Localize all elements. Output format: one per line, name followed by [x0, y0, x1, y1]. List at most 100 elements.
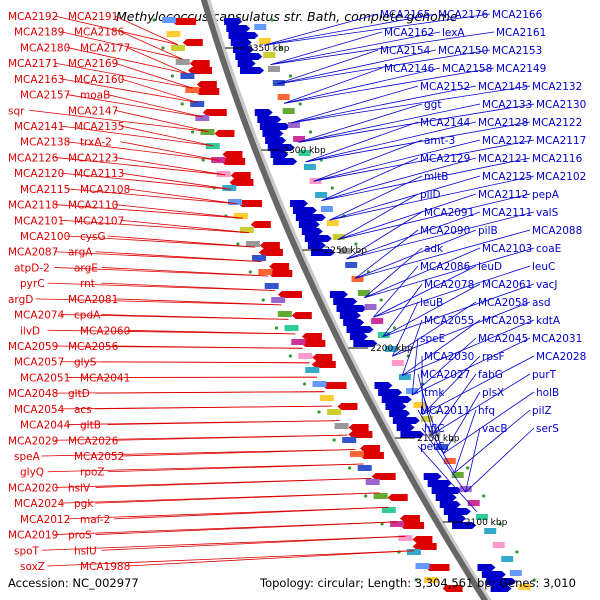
forward-gene-label[interactable]: MCA2041	[80, 372, 130, 384]
forward-gene-label[interactable]: spoT	[14, 545, 40, 557]
reverse-gene-label[interactable]: vacB	[482, 423, 508, 435]
reverse-gene-label[interactable]: MCA2086	[420, 261, 471, 273]
reverse-gene-label[interactable]: MCA2055	[424, 315, 474, 327]
forward-gene-label[interactable]: rnt	[80, 278, 95, 290]
forward-gene-label[interactable]: MCA2157	[20, 90, 70, 102]
forward-gene-label[interactable]: MCA2107	[74, 215, 124, 227]
reverse-gene-label[interactable]: MCA2053	[482, 315, 532, 327]
reverse-gene-label[interactable]: MCA2030	[424, 351, 474, 363]
forward-gene-label[interactable]: MCA2160	[74, 74, 124, 86]
reverse-gene-label[interactable]: MCA2090	[420, 225, 470, 237]
forward-gene-label[interactable]: MCA2147	[68, 105, 118, 117]
reverse-gene-label[interactable]: MCA2078	[424, 279, 474, 291]
reverse-gene-label[interactable]: MCA2145	[478, 81, 528, 93]
reverse-gene-label[interactable]: MCA2149	[496, 63, 546, 75]
reverse-gene-label[interactable]: leuD	[478, 261, 502, 273]
reverse-gene-label[interactable]: MCA2158	[442, 63, 492, 75]
forward-gene-label[interactable]: hslV	[68, 482, 91, 494]
forward-gene-label[interactable]: cysG	[80, 231, 106, 243]
forward-gene-label[interactable]: MCA2087	[8, 247, 58, 259]
reverse-gene-label[interactable]: fabG	[478, 369, 503, 381]
forward-gene-label[interactable]: MCA2186	[74, 27, 125, 39]
reverse-gene-label[interactable]: MCA2165	[380, 9, 430, 21]
reverse-gene-label[interactable]: hfq	[478, 405, 495, 417]
reverse-gene-label[interactable]: kdtA	[536, 315, 561, 327]
forward-gene-label[interactable]: MCA2019	[8, 530, 58, 542]
forward-gene-label[interactable]: soxZ	[20, 561, 45, 573]
reverse-gene-label[interactable]: leuB	[420, 297, 443, 309]
forward-gene-label[interactable]: atpD-2	[14, 262, 50, 274]
forward-gene-label[interactable]: MCA2115	[20, 184, 70, 196]
forward-gene-label[interactable]: MCA2113	[74, 168, 124, 180]
forward-gene-label[interactable]: maf-2	[80, 514, 110, 526]
reverse-gene-label[interactable]: rpsF	[482, 351, 505, 363]
reverse-gene-label[interactable]: vacJ	[536, 279, 558, 291]
reverse-gene-label[interactable]: MCA2129	[420, 153, 470, 165]
forward-gene-label[interactable]: MCA2189	[14, 27, 64, 39]
reverse-gene-label[interactable]: MCA2027	[420, 369, 470, 381]
reverse-gene-label[interactable]: MCA2091	[424, 207, 474, 219]
reverse-gene-label[interactable]: MCA2102	[536, 171, 586, 183]
forward-gene-label[interactable]: moaB	[80, 90, 110, 102]
forward-gene-label[interactable]: MCA2138	[20, 137, 70, 149]
forward-gene-label[interactable]: MCA2056	[68, 341, 119, 353]
forward-gene-label[interactable]: MCA2180	[20, 42, 70, 54]
reverse-gene-label[interactable]: MCA2058	[478, 297, 528, 309]
reverse-gene-label[interactable]: MCA2116	[532, 153, 583, 165]
reverse-gene-label[interactable]: mltB	[424, 171, 448, 183]
reverse-gene-label[interactable]: MCA2133	[482, 99, 532, 111]
reverse-gene-label[interactable]: hflC	[424, 423, 445, 435]
forward-gene-label[interactable]: MCA2057	[14, 357, 64, 369]
forward-gene-label[interactable]: MCA2108	[80, 184, 130, 196]
forward-gene-label[interactable]: rpoZ	[80, 467, 105, 479]
forward-gene-label[interactable]: MCA2026	[68, 435, 119, 447]
forward-gene-label[interactable]: MCA2171	[8, 58, 58, 70]
forward-gene-label[interactable]: MCA2051	[20, 372, 70, 384]
forward-gene-label[interactable]: MCA2048	[8, 388, 58, 400]
forward-gene-label[interactable]: MCA2060	[80, 325, 130, 337]
reverse-gene-label[interactable]: MCA2045	[478, 333, 528, 345]
forward-gene-label[interactable]: MCA2135	[74, 121, 124, 133]
forward-gene-label[interactable]: MCA2118	[8, 200, 58, 212]
reverse-gene-label[interactable]: MCA2146	[384, 63, 435, 75]
reverse-gene-label[interactable]: MCA2144	[420, 117, 471, 129]
forward-gene-label[interactable]: MCA2110	[68, 200, 118, 212]
forward-gene-label[interactable]: MCA2126	[8, 152, 59, 164]
forward-gene-label[interactable]: pyrC	[20, 278, 45, 290]
forward-gene-label[interactable]: MCA2101	[14, 215, 64, 227]
forward-gene-label[interactable]: MCA2054	[14, 404, 65, 416]
forward-gene-label[interactable]: MCA2074	[14, 310, 65, 322]
reverse-gene-label[interactable]: MCA2132	[532, 81, 582, 93]
reverse-gene-label[interactable]: MCA2031	[532, 333, 582, 345]
forward-gene-label[interactable]: trxA-2	[80, 137, 112, 149]
forward-gene-label[interactable]: hslU	[74, 545, 97, 557]
forward-gene-label[interactable]: MCA1988	[80, 561, 130, 573]
forward-gene-label[interactable]: MCA2059	[8, 341, 58, 353]
forward-gene-label[interactable]: cpdA	[74, 310, 101, 322]
reverse-gene-label[interactable]: amt-3	[424, 135, 455, 147]
reverse-gene-label[interactable]: MCA2150	[438, 45, 488, 57]
reverse-gene-label[interactable]: MCA2127	[482, 135, 532, 147]
reverse-gene-label[interactable]: purT	[532, 369, 557, 381]
reverse-gene-label[interactable]: MCA2111	[482, 207, 532, 219]
reverse-gene-label[interactable]: MCA2161	[496, 27, 546, 39]
forward-gene-label[interactable]: MCA2123	[68, 152, 118, 164]
forward-gene-label[interactable]: MCA2044	[20, 420, 71, 432]
reverse-gene-label[interactable]: MCA2125	[482, 171, 532, 183]
reverse-gene-label[interactable]: asd	[532, 297, 551, 309]
forward-gene-label[interactable]: MCA2029	[8, 435, 58, 447]
reverse-gene-label[interactable]: lexA	[442, 27, 465, 39]
reverse-gene-label[interactable]: speE	[420, 333, 445, 345]
reverse-gene-label[interactable]: adk	[424, 243, 444, 255]
reverse-gene-label[interactable]: MCA2130	[536, 99, 586, 111]
reverse-gene-label[interactable]: MCA2153	[492, 45, 542, 57]
reverse-gene-label[interactable]: holB	[536, 387, 559, 399]
forward-gene-label[interactable]: MCA2169	[68, 58, 118, 70]
reverse-gene-label[interactable]: MCA2088	[532, 225, 582, 237]
reverse-gene-label[interactable]: MCA2154	[380, 45, 431, 57]
forward-gene-label[interactable]: MCA2141	[14, 121, 64, 133]
reverse-gene-label[interactable]: petC	[420, 441, 445, 453]
reverse-gene-label[interactable]: MCA2028	[536, 351, 586, 363]
forward-gene-label[interactable]: gltD	[68, 388, 90, 400]
reverse-gene-label[interactable]: MCA2011	[420, 405, 470, 417]
